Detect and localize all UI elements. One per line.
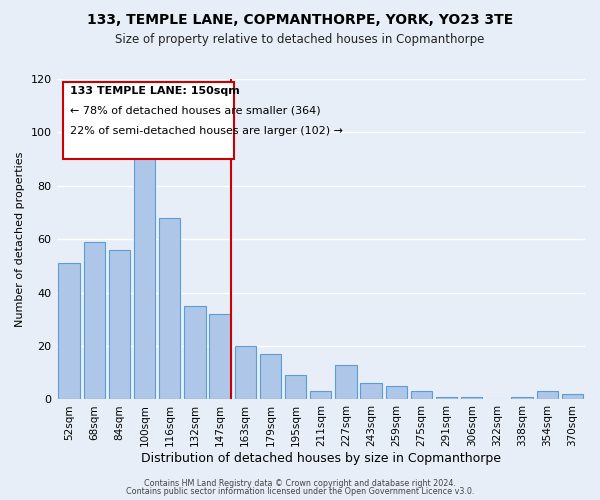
Text: Contains HM Land Registry data © Crown copyright and database right 2024.: Contains HM Land Registry data © Crown c…	[144, 478, 456, 488]
Bar	[235, 346, 256, 400]
Text: Size of property relative to detached houses in Copmanthorpe: Size of property relative to detached ho…	[115, 32, 485, 46]
Bar	[536, 392, 558, 400]
Bar	[109, 250, 130, 400]
Bar	[361, 384, 382, 400]
Bar	[511, 397, 533, 400]
Bar	[260, 354, 281, 400]
Bar	[184, 306, 206, 400]
Bar	[436, 397, 457, 400]
Bar	[335, 364, 356, 400]
Bar	[310, 392, 331, 400]
Bar	[159, 218, 181, 400]
Bar	[461, 397, 482, 400]
Bar	[83, 242, 105, 400]
Bar	[134, 148, 155, 400]
Bar	[58, 264, 80, 400]
Text: 133 TEMPLE LANE: 150sqm: 133 TEMPLE LANE: 150sqm	[70, 86, 239, 96]
Bar	[209, 314, 231, 400]
Bar	[285, 376, 307, 400]
Bar	[411, 392, 432, 400]
Text: 133, TEMPLE LANE, COPMANTHORPE, YORK, YO23 3TE: 133, TEMPLE LANE, COPMANTHORPE, YORK, YO…	[87, 12, 513, 26]
Text: ← 78% of detached houses are smaller (364): ← 78% of detached houses are smaller (36…	[70, 106, 320, 116]
Bar	[386, 386, 407, 400]
Text: 22% of semi-detached houses are larger (102) →: 22% of semi-detached houses are larger (…	[70, 126, 343, 136]
X-axis label: Distribution of detached houses by size in Copmanthorpe: Distribution of detached houses by size …	[141, 452, 501, 465]
Bar	[562, 394, 583, 400]
Text: Contains public sector information licensed under the Open Government Licence v3: Contains public sector information licen…	[126, 487, 474, 496]
Y-axis label: Number of detached properties: Number of detached properties	[15, 152, 25, 327]
